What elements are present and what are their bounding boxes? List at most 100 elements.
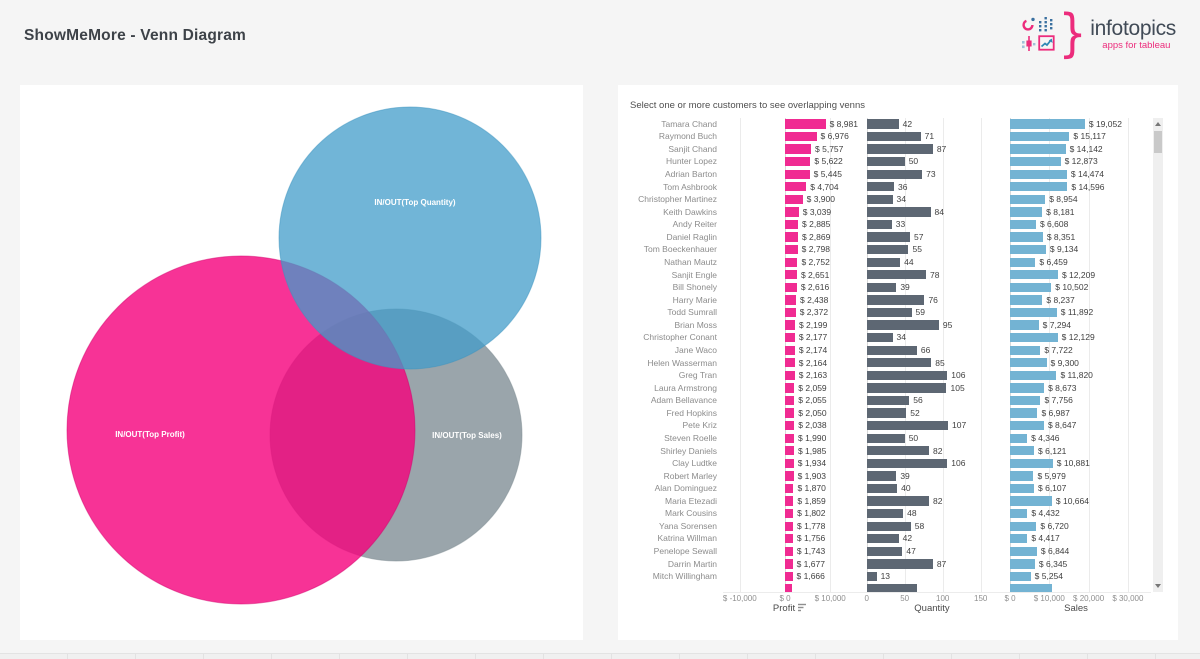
quantity-bar[interactable] <box>866 483 898 494</box>
sales-bar[interactable] <box>1010 559 1035 569</box>
customer-name[interactable]: Helen Wasserman <box>647 357 717 368</box>
customer-name[interactable]: Brian Moss <box>674 319 717 330</box>
quantity-bar[interactable] <box>866 131 921 142</box>
sales-bar[interactable] <box>1010 483 1034 494</box>
customer-name[interactable]: Christopher Conant <box>643 332 717 343</box>
profit-bar[interactable] <box>785 345 795 355</box>
quantity-bar[interactable] <box>866 433 905 443</box>
quantity-bar[interactable] <box>866 157 905 167</box>
profit-bar[interactable] <box>785 508 794 519</box>
venn-circle-top-quantity[interactable] <box>278 106 542 370</box>
profit-bar[interactable] <box>785 534 793 544</box>
sales-bar[interactable] <box>1010 433 1028 443</box>
sales-bar[interactable] <box>1010 232 1043 242</box>
quantity-bar[interactable] <box>866 245 909 255</box>
scroll-up-icon[interactable] <box>1153 118 1163 130</box>
sales-bar[interactable] <box>1010 358 1047 368</box>
customer-name[interactable]: Christopher Martinez <box>638 194 717 205</box>
vertical-scrollbar[interactable] <box>1153 117 1163 592</box>
customer-name[interactable]: Tamara Chand <box>661 118 717 129</box>
sales-bar[interactable] <box>1010 194 1046 205</box>
sales-bar[interactable] <box>1010 508 1028 519</box>
profit-bar[interactable] <box>785 496 794 506</box>
quantity-bar[interactable] <box>866 182 895 192</box>
quantity-bar[interactable] <box>866 421 948 431</box>
sales-bar[interactable] <box>1010 383 1045 393</box>
customer-name[interactable]: Raymond Buch <box>658 131 717 142</box>
profit-bar[interactable] <box>785 446 794 456</box>
customer-name[interactable]: Clay Ludtke <box>672 458 717 469</box>
customer-name[interactable]: Shirley Daniels <box>660 445 717 456</box>
sales-bar[interactable] <box>1010 534 1028 544</box>
sales-bar[interactable] <box>1010 245 1046 255</box>
quantity-bar[interactable] <box>866 307 912 318</box>
sales-bar[interactable] <box>1010 182 1068 192</box>
quantity-bar[interactable] <box>866 207 931 217</box>
customer-name[interactable]: Harry Marie <box>672 294 717 305</box>
customer-name[interactable]: Steven Roelle <box>664 432 717 443</box>
sales-bar[interactable] <box>1010 157 1061 167</box>
customer-name[interactable]: Adrian Barton <box>665 168 717 179</box>
quantity-bar[interactable] <box>866 257 901 267</box>
profit-bar[interactable] <box>785 471 794 481</box>
customer-name[interactable]: Nathan Mautz <box>664 256 717 267</box>
profit-bar[interactable] <box>785 383 795 393</box>
customer-name[interactable]: Bill Shonely <box>672 282 717 293</box>
quantity-bar[interactable] <box>866 194 893 205</box>
quantity-bar[interactable] <box>866 345 917 355</box>
sales-bar[interactable] <box>1010 295 1043 305</box>
profit-bar[interactable] <box>785 483 794 494</box>
sales-bar[interactable] <box>1010 131 1070 142</box>
quantity-bar[interactable] <box>866 559 933 569</box>
profit-bar[interactable] <box>785 333 795 343</box>
sales-bar[interactable] <box>1010 207 1043 217</box>
customer-name[interactable]: Yana Sorensen <box>659 520 717 531</box>
customer-name[interactable]: Laura Armstrong <box>654 382 717 393</box>
sales-bar[interactable] <box>1010 584 1053 592</box>
profit-bar[interactable] <box>785 370 795 381</box>
quantity-bar[interactable] <box>866 408 907 418</box>
customer-name[interactable]: Hunter Lopez <box>665 156 717 167</box>
customer-name[interactable]: Pete Kriz <box>682 420 718 431</box>
sales-bar[interactable] <box>1010 144 1066 154</box>
customer-name[interactable]: Mitch Willingham <box>652 571 717 582</box>
customer-name[interactable]: Daniel Raglin <box>666 231 717 242</box>
profit-bar[interactable] <box>785 131 817 142</box>
profit-bar[interactable] <box>785 169 810 179</box>
customer-name[interactable]: Maria Etezadi <box>665 495 717 506</box>
sales-bar[interactable] <box>1010 270 1058 280</box>
profit-bar[interactable] <box>785 546 793 556</box>
profit-bar[interactable] <box>785 559 793 569</box>
quantity-bar[interactable] <box>866 119 899 129</box>
profit-bar[interactable] <box>785 144 812 154</box>
quantity-bar[interactable] <box>866 320 939 330</box>
quantity-bar[interactable] <box>866 333 893 343</box>
customer-name[interactable]: Tom Ashbrook <box>663 181 717 192</box>
profit-bar[interactable] <box>785 157 811 167</box>
sales-bar[interactable] <box>1010 421 1044 431</box>
sales-bar[interactable] <box>1010 571 1031 582</box>
quantity-bar[interactable] <box>866 584 917 592</box>
quantity-bar[interactable] <box>866 358 932 368</box>
customer-name[interactable]: Keith Dawkins <box>663 206 717 217</box>
customer-name[interactable]: Adam Bellavance <box>650 395 717 406</box>
quantity-bar[interactable] <box>866 534 899 544</box>
profit-bar[interactable] <box>785 119 826 129</box>
profit-bar[interactable] <box>785 207 799 217</box>
sales-bar[interactable] <box>1010 446 1035 456</box>
customer-name[interactable]: Mark Cousins <box>665 508 717 519</box>
quantity-bar[interactable] <box>866 383 947 393</box>
sales-bar[interactable] <box>1010 471 1034 481</box>
profit-bar[interactable] <box>785 571 793 582</box>
quantity-bar[interactable] <box>866 270 926 280</box>
customer-name[interactable]: Fred Hopkins <box>666 407 717 418</box>
customer-name[interactable]: Greg Tran <box>678 370 717 381</box>
profit-bar[interactable] <box>785 421 795 431</box>
customer-name[interactable]: Andy Reiter <box>672 219 717 230</box>
scrollbar-thumb[interactable] <box>1154 130 1162 153</box>
quantity-bar[interactable] <box>866 144 933 154</box>
sales-bar[interactable] <box>1010 169 1067 179</box>
profit-bar[interactable] <box>785 395 795 406</box>
profit-bar[interactable] <box>785 182 807 192</box>
quantity-bar[interactable] <box>866 282 897 293</box>
